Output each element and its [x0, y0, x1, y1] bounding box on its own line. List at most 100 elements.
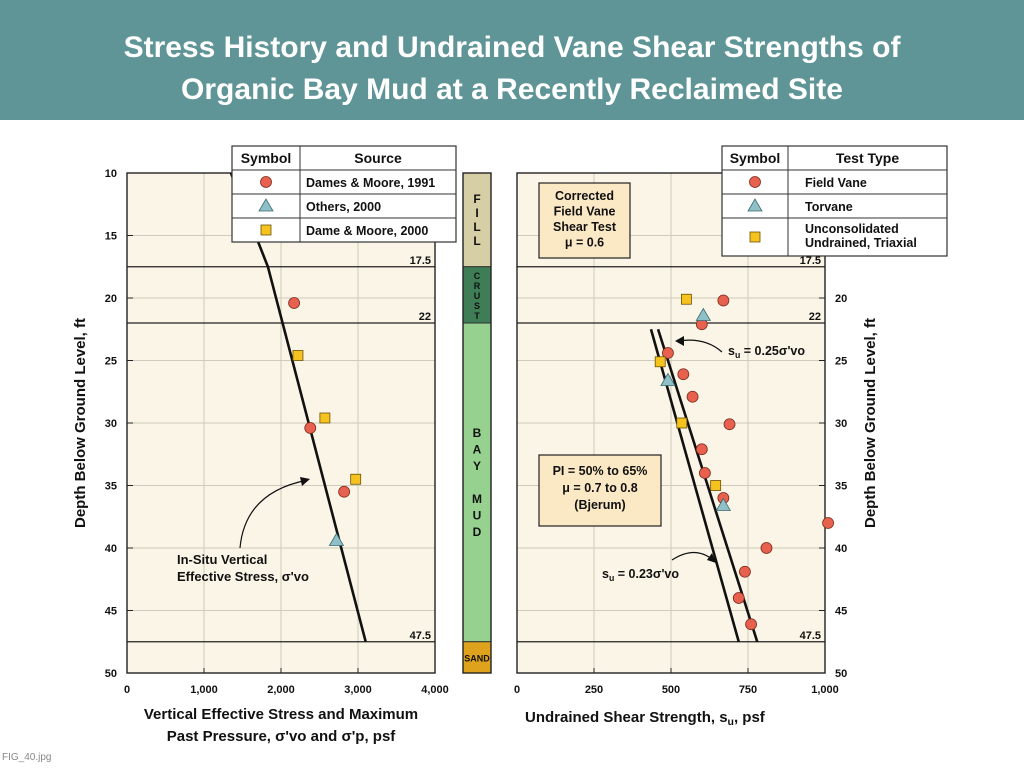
right-upper-line-arrowhead	[675, 336, 684, 346]
soil-layer-letter: C	[474, 271, 481, 281]
left-legend-header-symbol: Symbol	[241, 150, 292, 166]
right-plasticity-box	[538, 454, 662, 527]
right-layer-boundary-label: 47.5	[800, 630, 821, 642]
right-circle-data-point	[732, 592, 745, 604]
left-square-data-point	[292, 350, 304, 361]
right-y-tick-label: 50	[835, 668, 847, 680]
left-x-tick-label: 2,000	[267, 684, 295, 696]
right-plasticity-text: μ = 0.7 to 0.8	[562, 481, 637, 495]
left-legend-entry-label: Others, 2000	[306, 200, 381, 214]
soil-layer	[462, 641, 492, 674]
right-legend-marker-square	[749, 231, 761, 243]
soil-layer	[462, 266, 492, 324]
left-legend-marker-square	[260, 224, 272, 236]
title-line-2: Organic Bay Mud at a Recently Reclaimed …	[181, 73, 843, 106]
right-layer-boundary-label: 22	[809, 311, 821, 323]
right-y-tick-label: 35	[835, 481, 847, 493]
right-square-data-point	[710, 480, 722, 491]
left-legend: Symbol Source Dames & Moore, 1991 Others, 2…	[231, 145, 457, 243]
right-legend-entry-label: Unconsolidated	[805, 222, 899, 236]
right-legend-header-type: Test Type	[836, 150, 899, 166]
right-circle-data-point	[698, 467, 711, 479]
right-lower-line-arrowhead	[707, 553, 716, 563]
right-corrected-vane-text: Corrected	[555, 189, 614, 203]
right-circle-data-point	[822, 517, 834, 529]
left-annotation-line-1: In-Situ Vertical	[177, 552, 267, 567]
right-y-tick-label: 30	[835, 418, 847, 430]
left-triangle-data-point	[328, 532, 345, 546]
left-y-tick-label: 20	[105, 293, 117, 305]
soil-layer-letter: R	[474, 281, 481, 291]
soil-layer-letter: U	[473, 508, 482, 522]
right-y-tick-label: 45	[835, 606, 847, 618]
right-triangle-data-point	[660, 372, 676, 386]
left-circle-data-point	[338, 485, 351, 498]
right-corrected-vane-text: Shear Test	[553, 220, 617, 234]
right-circle-data-point	[723, 418, 736, 431]
right-strength-line	[656, 328, 759, 643]
left-legend-header-source: Source	[354, 150, 402, 166]
left-legend-marker-triangle	[258, 198, 274, 212]
left-annotation-line-2: Effective Stress, σ'vo	[177, 569, 309, 584]
soil-layer-label: SAND	[464, 653, 490, 663]
left-x-axis-title-line-2: Past Pressure, σ'vo and σ'p, psf	[167, 728, 397, 745]
left-x-tick-label: 3,000	[344, 684, 372, 696]
right-corrected-vane-text: Field Vane	[554, 205, 616, 219]
right-square-data-point	[676, 417, 688, 429]
left-y-tick-label: 15	[105, 231, 117, 243]
soil-layer-letter: I	[475, 206, 478, 220]
soil-layer-letter: B	[473, 426, 482, 440]
right-circle-data-point	[677, 368, 690, 381]
left-x-axis-title-line-1: Vertical Effective Stress and Maximum	[144, 706, 418, 723]
right-corrected-vane-box	[538, 182, 631, 259]
right-lower-line-label: su = 0.23σ'vo	[602, 567, 679, 583]
right-circle-data-point	[695, 443, 708, 456]
right-legend-entry-label: Field Vane	[805, 176, 867, 190]
right-legend: Symbol Test Type Field Vane Torvane Unconsol…	[721, 145, 948, 257]
right-x-tick-label: 0	[514, 684, 520, 696]
left-circle-data-point	[304, 422, 317, 434]
right-legend-marker-circle	[749, 176, 761, 188]
soil-layer-letter: D	[473, 525, 482, 539]
left-legend-marker-circle	[260, 176, 272, 188]
left-legend-entry-label: Dames & Moore, 1991	[306, 176, 435, 190]
left-x-tick-label: 4,000	[421, 684, 449, 696]
right-x-tick-label: 250	[585, 684, 603, 696]
right-circle-data-point	[739, 565, 751, 578]
right-square-data-point	[654, 356, 666, 368]
right-corrected-vane-text: μ = 0.6	[565, 236, 604, 250]
left-y-tick-label: 45	[105, 606, 117, 618]
left-y-tick-label: 10	[105, 168, 117, 180]
left-layer-boundary-label: 22	[419, 311, 431, 323]
left-circle-data-point	[288, 297, 300, 309]
right-square-data-point	[681, 293, 692, 305]
right-legend-marker-triangle	[747, 198, 763, 212]
left-y-tick-label: 40	[105, 543, 117, 555]
right-circle-data-point	[662, 347, 674, 359]
right-y-tick-label: 20	[835, 293, 847, 305]
left-square-data-point	[319, 412, 331, 424]
right-x-axis-title: Undrained Shear Strength, su, psf	[525, 709, 766, 728]
right-legend-entry-label: Torvane	[805, 200, 853, 214]
left-annotation-arrow	[239, 479, 309, 549]
right-circle-data-point	[686, 390, 699, 403]
right-y-tick-label: 25	[835, 356, 847, 368]
soil-layer-letter: S	[474, 301, 480, 311]
soil-column-frame	[462, 172, 492, 674]
right-circle-data-point	[745, 618, 757, 631]
soil-layer-letter: M	[472, 492, 482, 506]
left-chart-panel: 17.5 22 47.5 0 1,000 2,000 3,000 4,000 10 15 20 25 3…	[72, 145, 457, 745]
right-plasticity-text: PI = 50% to 65%	[553, 464, 648, 478]
right-y-tick-label: 40	[835, 543, 847, 555]
right-circle-data-point	[717, 294, 730, 307]
left-y-axis-title: Depth Below Ground Level, ft	[72, 318, 89, 528]
title-banner: Stress History and Undrained Vane Shear …	[0, 0, 1024, 120]
left-legend-entry-label: Dame & Moore, 2000	[306, 224, 428, 238]
left-layer-boundary-label: 17.5	[410, 255, 431, 267]
left-y-tick-label: 50	[105, 668, 117, 680]
soil-layer	[462, 322, 492, 643]
left-layer-boundary-label: 47.5	[410, 630, 431, 642]
soil-layer-letter: Y	[473, 459, 481, 473]
